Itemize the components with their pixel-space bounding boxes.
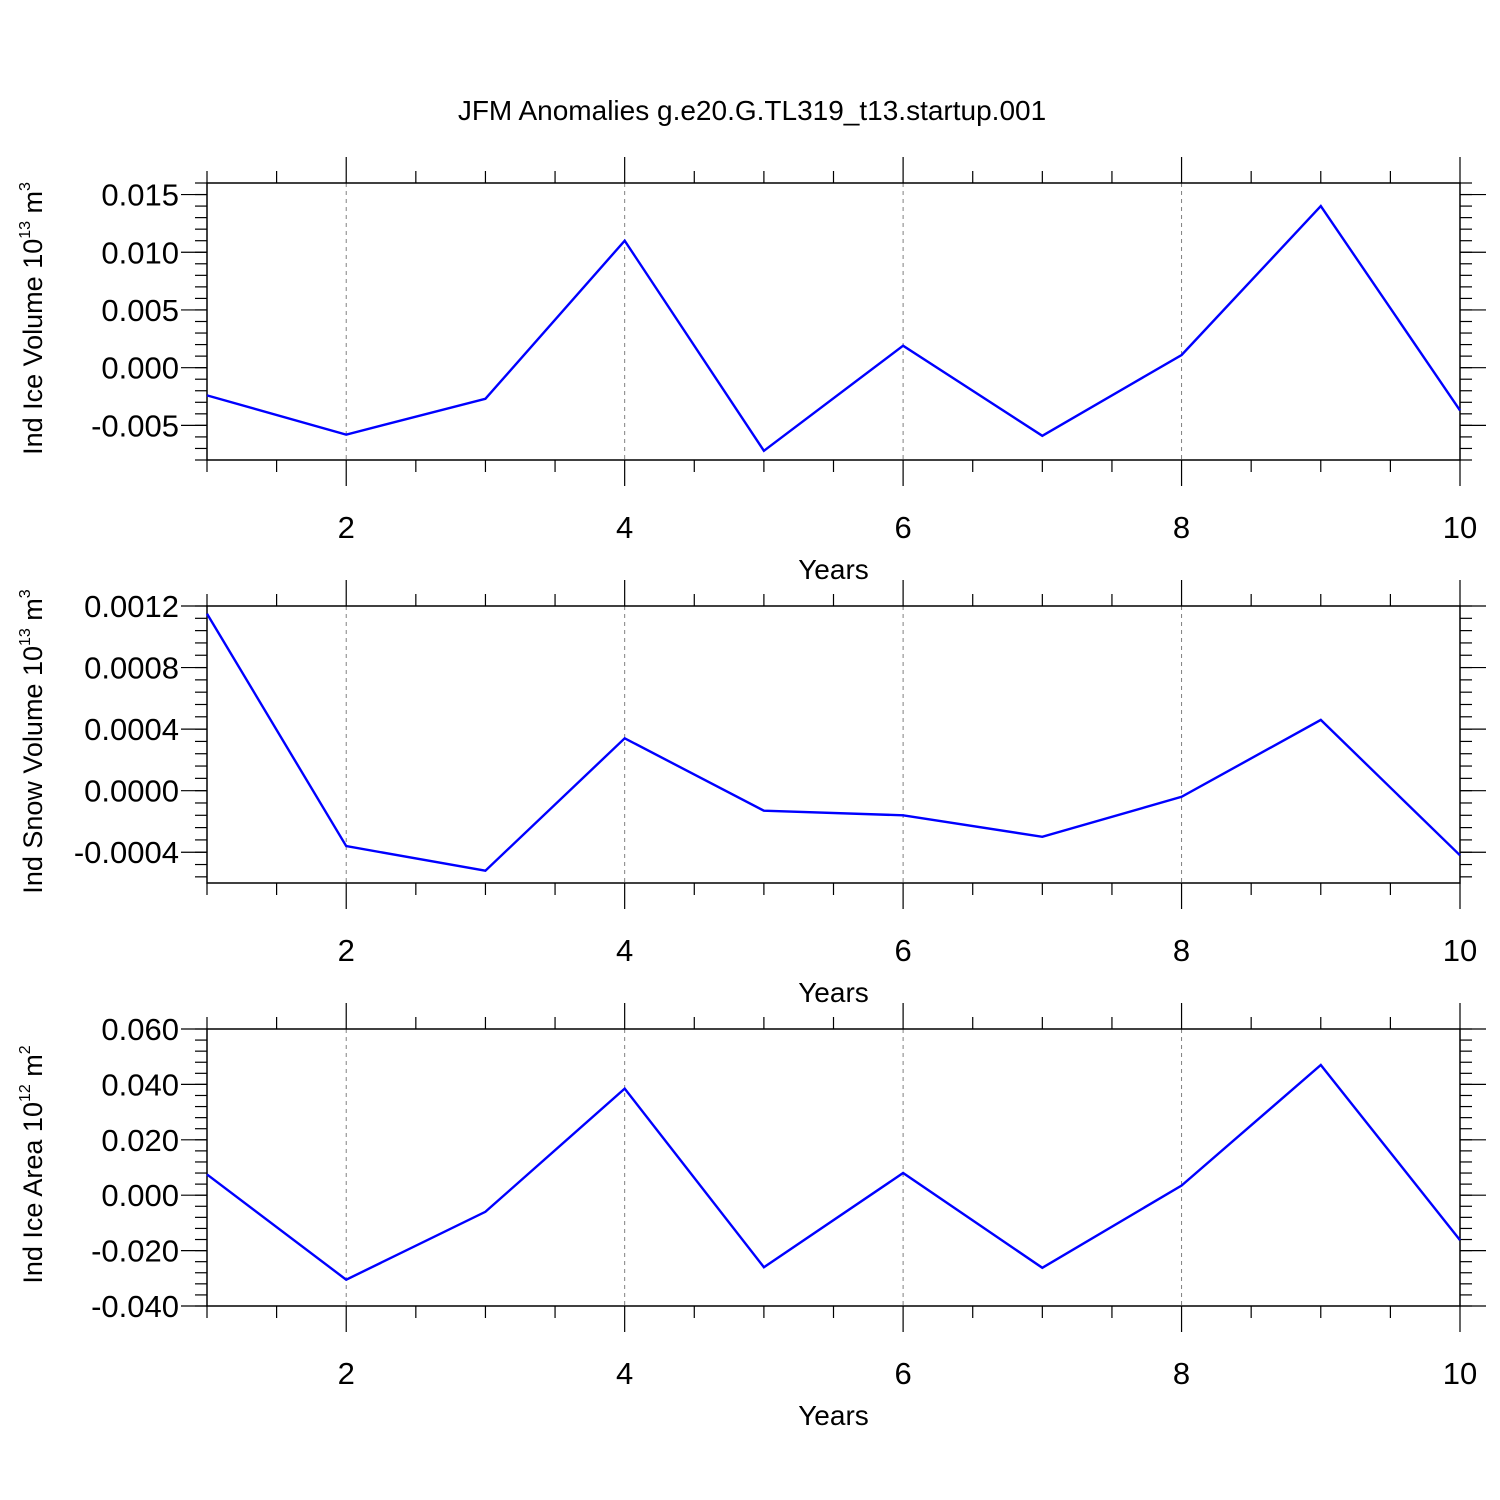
y-axis-title-part: 12 bbox=[17, 1084, 34, 1102]
y-tick-label: 0.015 bbox=[101, 178, 179, 213]
figure-title: JFM Anomalies g.e20.G.TL319_t13.startup.… bbox=[458, 95, 1046, 126]
y-axis-title-part: 13 bbox=[17, 221, 34, 239]
y-tick-label: -0.005 bbox=[91, 408, 179, 443]
y-tick-label: -0.020 bbox=[91, 1234, 179, 1269]
y-axis-title-part: Ind Ice Volume 10 bbox=[18, 239, 48, 455]
panel-3: -0.040 -0.020 0.000 0.020 0.040 0.060 2 4 6 8 10 Ye… bbox=[17, 1003, 1486, 1431]
y-tick-label: -0.040 bbox=[91, 1289, 179, 1324]
y-tick-label: 0.010 bbox=[101, 235, 179, 270]
y-axis-title-part: 3 bbox=[17, 589, 34, 598]
y-tick-label: 0.060 bbox=[101, 1012, 179, 1047]
x-tick-label: 2 bbox=[338, 510, 355, 545]
y-tick-label: 0.000 bbox=[101, 1178, 179, 1213]
series-line bbox=[205, 613, 1461, 872]
y-axis-title-part: 3 bbox=[17, 182, 34, 191]
y-tick-label: 0.0004 bbox=[84, 712, 179, 747]
y-tick-label: 0.0012 bbox=[84, 589, 179, 624]
x-tick-label: 8 bbox=[1173, 933, 1190, 968]
y-tick-label: 0.0000 bbox=[84, 774, 179, 809]
x-axis-title: Years bbox=[798, 1400, 869, 1431]
x-tick-label: 4 bbox=[616, 510, 633, 545]
y-axis-title-part: m bbox=[18, 598, 48, 628]
x-tick-label: 8 bbox=[1173, 510, 1190, 545]
y-axis-title: Ind Ice Volume 1013 m3 bbox=[17, 182, 48, 455]
x-tick-label: 2 bbox=[338, 1356, 355, 1391]
y-tick-label: 0.005 bbox=[101, 293, 179, 328]
y-axis-title-part: Ind Ice Area 10 bbox=[18, 1102, 48, 1284]
x-tick-label: 8 bbox=[1173, 1356, 1190, 1391]
y-axis-title-part: m bbox=[18, 1054, 48, 1084]
x-tick-label: 6 bbox=[894, 510, 911, 545]
x-tick-label: 6 bbox=[894, 933, 911, 968]
x-axis-title: Years bbox=[798, 977, 869, 1008]
y-tick-label: 0.000 bbox=[101, 351, 179, 386]
plot-frame bbox=[206, 182, 1461, 461]
y-axis-title: Ind Ice Area 1012 m2 bbox=[17, 1045, 48, 1283]
y-tick-label: 0.040 bbox=[101, 1067, 179, 1102]
y-axis-title-part: Ind Snow Volume 10 bbox=[18, 646, 48, 894]
y-tick-label: 0.0008 bbox=[84, 651, 179, 686]
x-tick-label: 10 bbox=[1443, 1356, 1477, 1391]
y-axis-title-part: 2 bbox=[17, 1045, 34, 1054]
y-tick-label: -0.0004 bbox=[74, 835, 179, 870]
y-axis-title-part: 13 bbox=[17, 628, 34, 646]
x-tick-label: 6 bbox=[894, 1356, 911, 1391]
panel-1: -0.005 0.000 0.005 0.010 0.015 2 4 6 8 10 Years Ind… bbox=[17, 157, 1486, 585]
plot-frame bbox=[206, 605, 1461, 884]
x-tick-label: 10 bbox=[1443, 510, 1477, 545]
series-line bbox=[206, 1063, 1461, 1282]
panel-2: -0.0004 0.0000 0.0004 0.0008 0.0012 2 4 6 8 10 Yea… bbox=[17, 580, 1486, 1008]
y-axis-title: Ind Snow Volume 1013 m3 bbox=[17, 589, 48, 893]
y-axis-title-part: m bbox=[18, 191, 48, 221]
x-tick-label: 4 bbox=[616, 933, 633, 968]
x-tick-label: 10 bbox=[1443, 933, 1477, 968]
x-tick-label: 4 bbox=[616, 1356, 633, 1391]
y-tick-label: 0.020 bbox=[101, 1123, 179, 1158]
x-axis-title: Years bbox=[798, 554, 869, 585]
x-tick-label: 2 bbox=[338, 933, 355, 968]
plot-frame bbox=[206, 1028, 1461, 1307]
series-line bbox=[206, 204, 1461, 453]
